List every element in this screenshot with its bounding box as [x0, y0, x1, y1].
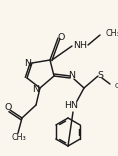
Text: HN: HN [64, 102, 78, 110]
Text: CH₃: CH₃ [12, 134, 26, 142]
Text: N: N [25, 59, 32, 68]
Text: N: N [69, 71, 76, 80]
Text: NH: NH [73, 41, 87, 51]
Text: N: N [32, 85, 40, 93]
Text: S: S [97, 71, 103, 80]
Text: O: O [4, 103, 12, 112]
Text: CH₂CH₃: CH₂CH₃ [115, 83, 118, 89]
Text: O: O [57, 32, 65, 41]
Text: CH₃: CH₃ [105, 29, 118, 39]
